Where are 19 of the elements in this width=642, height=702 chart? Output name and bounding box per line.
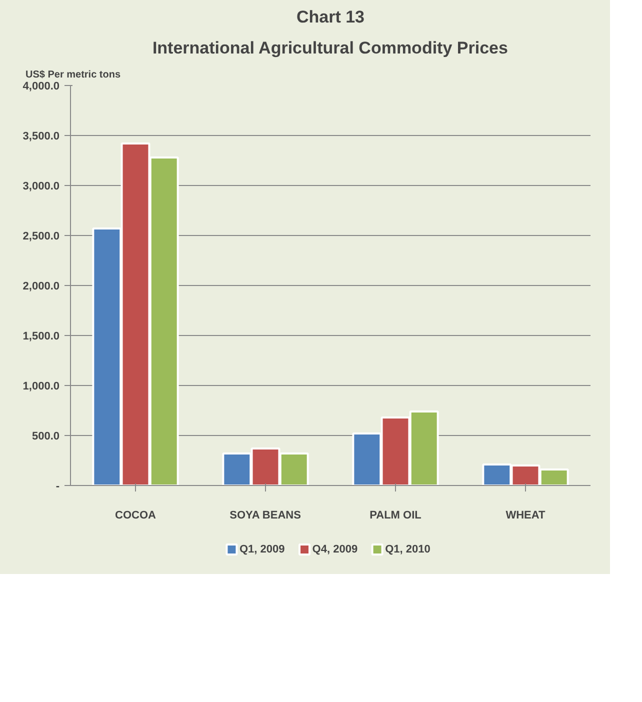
y-tick-label: 1,000.0 [22, 380, 60, 392]
chart-subtitle: International Agricultural Commodity Prices [152, 38, 508, 58]
x-tick-label: SOYA BEANS [230, 510, 301, 522]
y-tick-label: 4,000.0 [22, 80, 60, 92]
legend-label: Q1, 2009 [240, 544, 285, 556]
x-tick-label: COCOA [115, 510, 156, 522]
y-tick-label: 3,500.0 [22, 130, 60, 142]
y-axis-title: US$ Per metric tons [26, 70, 121, 80]
legend-label: Q4, 2009 [312, 544, 358, 556]
y-tick-label: - [56, 480, 60, 492]
y-tick-label: 500.0 [32, 430, 60, 442]
y-tick-label: 1,500.0 [22, 330, 60, 342]
y-tick-label: 3,000.0 [22, 180, 60, 192]
y-tick-label: 2,500.0 [22, 230, 60, 242]
y-tick-label: 2,000.0 [22, 280, 60, 292]
x-tick-label: PALM OIL [370, 510, 422, 522]
chart-title: Chart 13 [296, 8, 365, 26]
x-tick-label: WHEAT [506, 510, 546, 522]
legend-label: Q1, 2010 [385, 544, 430, 556]
